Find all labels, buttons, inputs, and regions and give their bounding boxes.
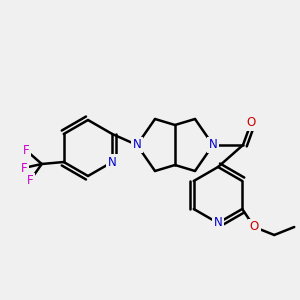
- Text: N: N: [214, 217, 222, 230]
- Text: F: F: [26, 175, 33, 188]
- Text: F: F: [20, 161, 27, 175]
- Text: N: N: [133, 139, 141, 152]
- Text: O: O: [246, 116, 256, 130]
- Text: O: O: [250, 220, 259, 233]
- Text: N: N: [208, 139, 217, 152]
- Text: N: N: [108, 155, 117, 169]
- Text: F: F: [22, 143, 29, 157]
